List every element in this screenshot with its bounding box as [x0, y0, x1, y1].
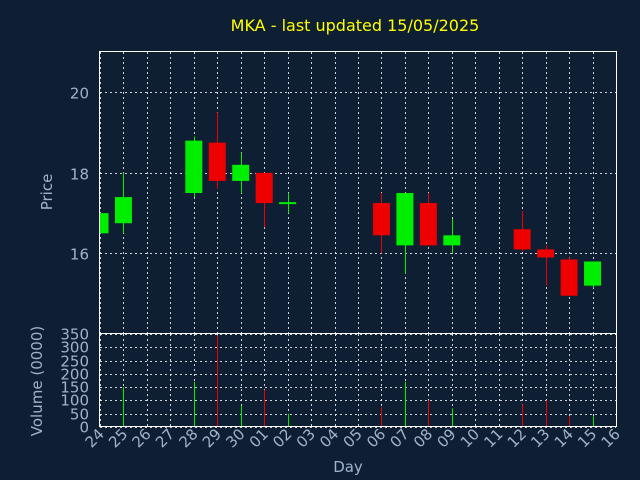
x-tick-label: 25	[105, 425, 131, 451]
x-tick-label: 09	[433, 425, 459, 451]
candle-body	[396, 193, 414, 246]
candle-body	[100, 213, 109, 234]
candles	[100, 112, 602, 296]
x-tick-label: 13	[527, 425, 553, 451]
x-tick-label: 14	[551, 425, 577, 451]
price-axis-label: Price	[38, 174, 56, 211]
x-tick-label: 15	[574, 425, 600, 451]
candle-body	[584, 261, 602, 286]
x-tick-label: 26	[129, 425, 155, 451]
x-tick-label: 12	[504, 425, 530, 451]
price-tick-label: 20	[70, 85, 89, 103]
candle-body	[208, 142, 226, 181]
x-ticks: 2425262728293001020304050607080910111213…	[82, 425, 624, 451]
volume-tick-label: 350	[60, 326, 89, 344]
candle-body	[232, 164, 250, 181]
candle-body	[114, 197, 132, 224]
volume-tick-label: 150	[60, 379, 89, 397]
x-tick-label: 03	[293, 425, 319, 451]
price-tick-label: 18	[70, 166, 89, 184]
candle-body	[537, 249, 555, 258]
x-tick-label: 28	[175, 425, 201, 451]
x-tick-label: 30	[222, 425, 248, 451]
candle-body	[560, 259, 578, 296]
x-axis-label: Day	[333, 458, 363, 476]
volume-tick-label: 100	[60, 392, 89, 410]
candle-body	[419, 203, 437, 246]
x-tick-label: 01	[246, 425, 272, 451]
candle-body	[255, 172, 273, 204]
volume-tick-label: 200	[60, 366, 89, 384]
volume-grid	[100, 334, 617, 428]
volume-tick-label: 0	[79, 419, 89, 437]
x-tick-label: 29	[199, 425, 225, 451]
price-ticks: 16 18 20	[70, 85, 89, 264]
volume-tick-label: 50	[70, 406, 89, 424]
x-tick-label: 16	[598, 425, 624, 451]
x-tick-label: 04	[316, 425, 342, 451]
candle-body	[185, 140, 203, 193]
price-grid	[100, 52, 617, 334]
volume-panel-frame	[99, 333, 617, 427]
volume-bars	[123, 335, 594, 427]
x-tick-label: 10	[457, 425, 483, 451]
candle-body	[372, 203, 390, 236]
x-tick-label: 08	[410, 425, 436, 451]
x-tick-label: 06	[363, 425, 389, 451]
chart-title: MKA - last updated 15/05/2025	[231, 16, 480, 35]
price-tick-label: 16	[70, 246, 89, 264]
volume-tick-label: 300	[60, 339, 89, 357]
x-tick-label: 11	[480, 425, 506, 451]
x-tick-label: 27	[152, 425, 178, 451]
candle-body	[513, 229, 531, 250]
candle-body	[443, 235, 461, 246]
x-tick-label: 02	[269, 425, 295, 451]
x-tick-label: 07	[387, 425, 413, 451]
volume-tick-label: 250	[60, 353, 89, 371]
x-tick-label: 05	[340, 425, 366, 451]
volume-axis-label: Volume (0000)	[28, 326, 46, 436]
